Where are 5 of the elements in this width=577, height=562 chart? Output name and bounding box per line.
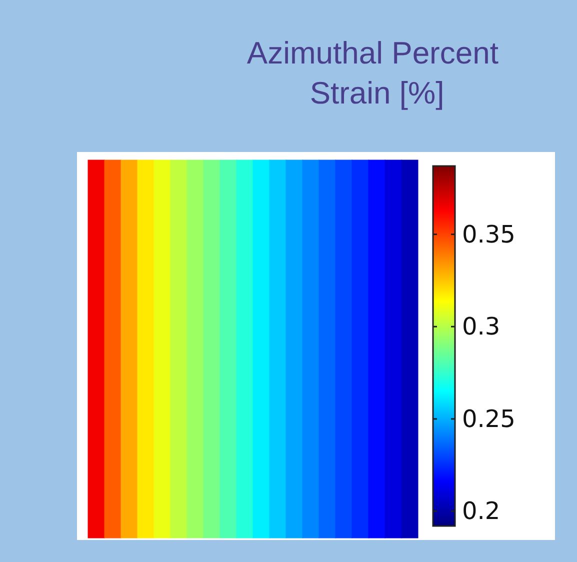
chart-title: Azimuthal Percent Strain [%] xyxy=(246,36,508,110)
color-bar-label: 0.3 xyxy=(462,312,500,341)
color-bar-label: 0.2 xyxy=(462,497,500,526)
color-bar-label: 0.25 xyxy=(462,404,516,433)
color-bar-label: 0.35 xyxy=(462,220,516,248)
